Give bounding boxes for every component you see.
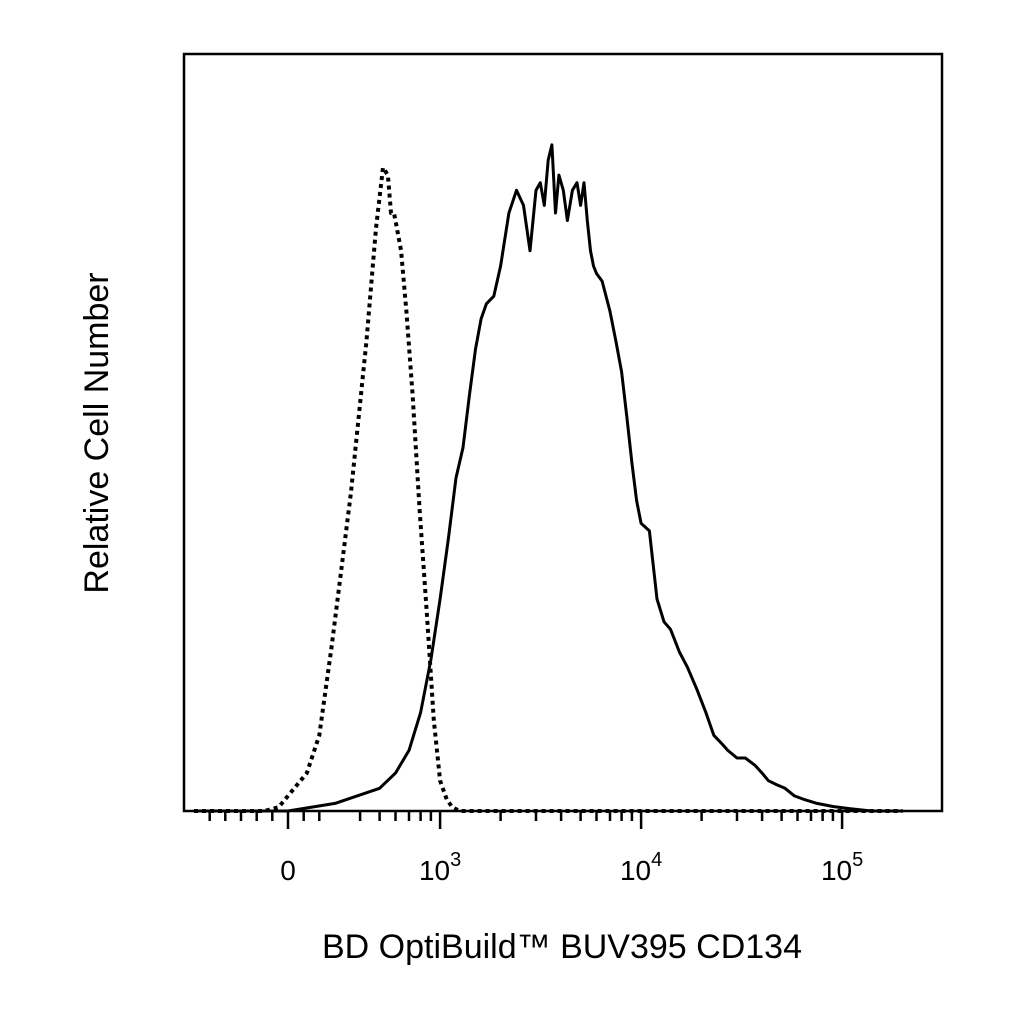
histogram-series-dotted bbox=[194, 165, 903, 813]
x-tick-label: 103 bbox=[419, 849, 461, 886]
y-axis-title: Relative Cell Number bbox=[78, 272, 116, 593]
x-axis-title: BD OptiBuild™ BUV395 CD134 bbox=[322, 928, 802, 966]
histogram-series-solid bbox=[194, 143, 903, 813]
x-tick-label: 104 bbox=[620, 849, 662, 886]
x-tick-label: 105 bbox=[821, 849, 863, 886]
x-tick-label: 0 bbox=[280, 855, 296, 886]
plot-frame bbox=[182, 52, 944, 813]
